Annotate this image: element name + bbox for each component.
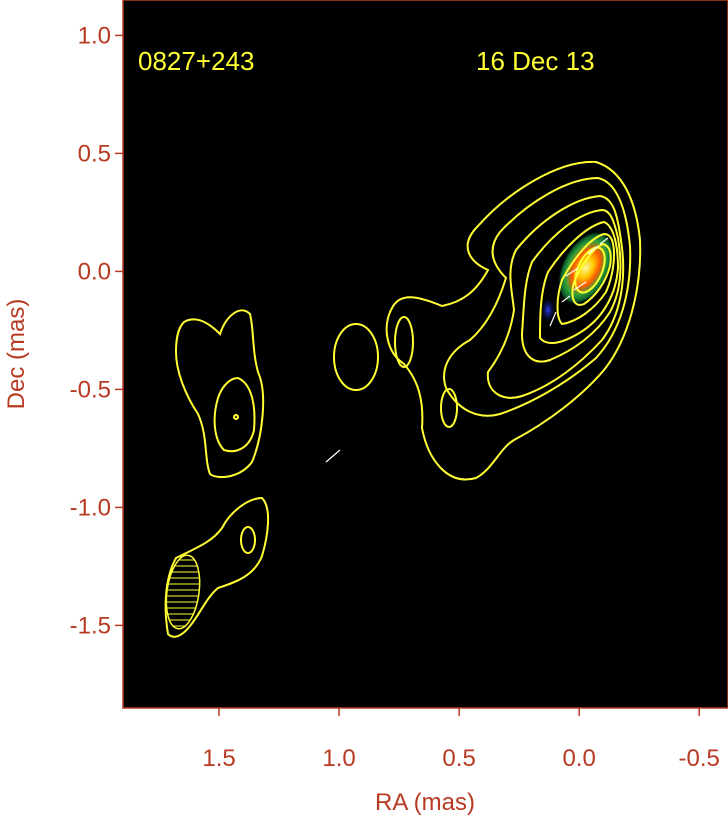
plot-area [122, 0, 728, 709]
y-tick-label: 1.0 [78, 22, 111, 49]
jet-contours [164, 160, 642, 638]
y-tick-label: -0.5 [70, 376, 111, 403]
x-tick-label: 1.0 [322, 745, 355, 772]
polarization-vectors [325, 237, 609, 463]
x-axis: 1.5 1.0 0.5 0.0 -0.5 [202, 708, 720, 772]
y-axis-title: Dec (mas) [3, 299, 30, 410]
x-tick-label: 0.5 [442, 745, 475, 772]
y-tick-label: -1.0 [70, 494, 111, 521]
y-tick-label: 0.5 [78, 140, 111, 167]
y-tick-label: -1.5 [70, 612, 111, 639]
source-label: 0827+243 [138, 46, 254, 76]
epoch-label: 16 Dec 13 [476, 46, 595, 76]
x-tick-label: 1.5 [202, 745, 235, 772]
blue-emission [540, 296, 556, 324]
x-tick-label: 0.0 [562, 745, 595, 772]
y-tick-label: 0.0 [78, 258, 111, 285]
x-axis-title: RA (mas) [375, 789, 475, 816]
y-axis: 1.0 0.5 0.0 -0.5 -1.0 -1.5 [70, 22, 123, 639]
x-tick-label: -0.5 [679, 745, 720, 772]
